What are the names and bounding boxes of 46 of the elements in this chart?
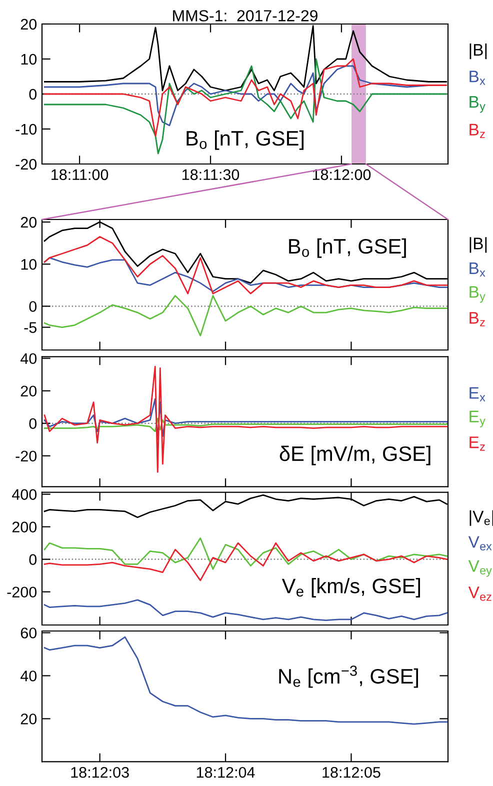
annotation: V$_{e}$ [km/s, GSE]: [282, 578, 420, 598]
annotation: B$_{o}$ [nT, GSE]: [186, 130, 304, 150]
series-label: B$_{y}$: [470, 96, 486, 113]
x-tick-label: 18:12:04: [196, 766, 255, 778]
annotation: δE [mV/m, GSE]: [280, 446, 430, 466]
y-tick-label: 20: [20, 714, 37, 724]
series-label: V$_{ey}$: [468, 560, 492, 577]
y-tick-label: 10: [21, 54, 37, 65]
y-tick-label: -5: [24, 322, 36, 333]
x-tick-label: 18:11:30: [182, 169, 240, 180]
y-tick-label: -200: [7, 586, 37, 598]
series-label: E$_{z}$: [470, 436, 485, 451]
annotation: B$_{o}$ [nT, GSE]: [289, 238, 406, 258]
annotation: N$_{e}$ [cm$^{−3}$, GSE]: [279, 666, 418, 688]
y-tick-label: -20: [16, 158, 37, 170]
series-label: B$_{x}$: [470, 262, 486, 277]
y-tick-label: 10: [21, 258, 37, 270]
text: B$_{z}$: [470, 312, 485, 326]
series-label: E$_{y}$: [470, 410, 486, 428]
series-label: E$_{x}$: [470, 387, 486, 402]
y-tick-label: 20: [20, 216, 37, 228]
x-tick-label: 18:12:00: [312, 169, 371, 180]
y-tick-label: -10: [16, 124, 37, 135]
series-label: B$_{x}$: [470, 70, 486, 85]
y-tick-label: 0: [29, 88, 37, 100]
x-tick-label: 18:12:03: [71, 766, 129, 778]
y-tick-label: -20: [16, 450, 37, 462]
y-tick-label: 400: [12, 489, 37, 500]
y-tick-label: 60: [20, 628, 37, 638]
series-label: B$_{y}$: [470, 286, 486, 303]
y-tick-label: 0: [29, 418, 37, 430]
y-tick-label: 20: [20, 386, 37, 397]
y-tick-label: 0: [29, 301, 37, 312]
chart-title: MMS-1: 2017-12-29: [173, 10, 318, 22]
y-tick-label: 40: [20, 670, 37, 682]
series-label: |B|: [470, 43, 487, 60]
y-tick-label: 200: [12, 522, 37, 532]
y-tick-label: 20: [20, 18, 37, 30]
x-tick-label: 18:11:00: [52, 169, 108, 180]
y-tick-label: 0: [29, 554, 37, 565]
text: B$_{z}$: [470, 124, 485, 138]
text: |B|: [470, 237, 487, 253]
text: V$_{ex}$: [468, 536, 492, 550]
y-tick-label: 40: [20, 353, 37, 364]
text: V$_{ez}$: [468, 586, 492, 601]
x-tick-label: 18:12:05: [322, 766, 380, 778]
